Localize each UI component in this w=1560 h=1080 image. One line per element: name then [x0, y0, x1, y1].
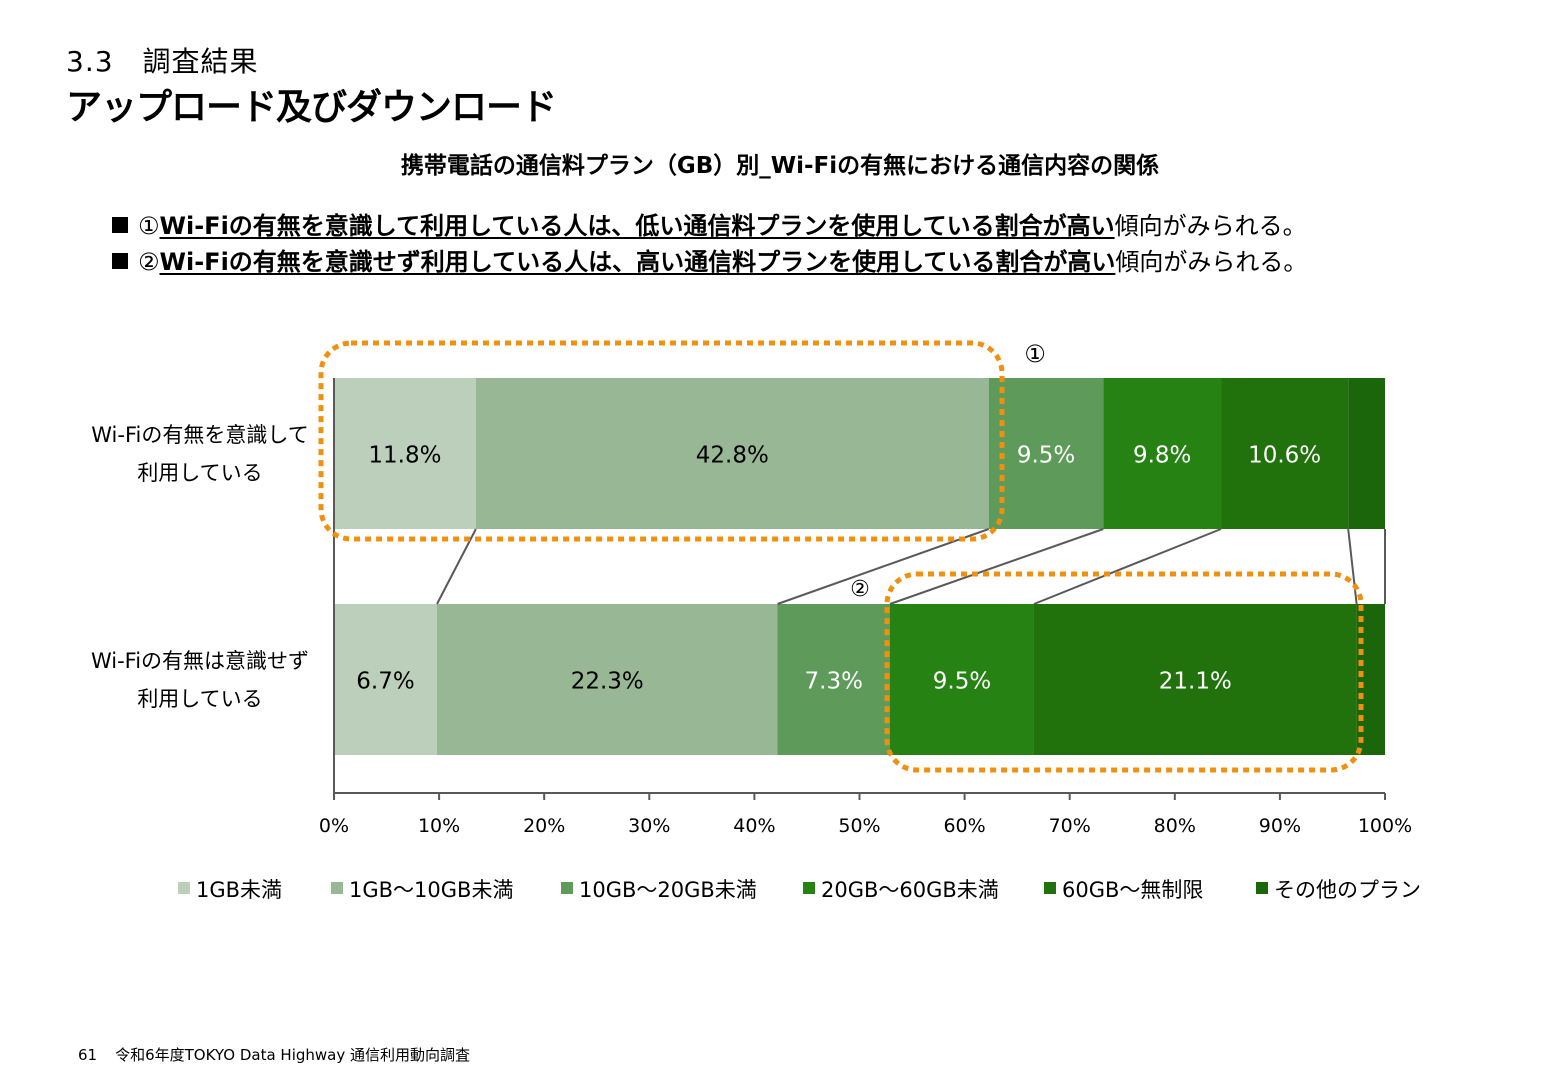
- legend-swatch: [1044, 882, 1056, 894]
- legend-label: 60GB～無制限: [1062, 878, 1203, 902]
- category-label: 利用している: [137, 461, 262, 485]
- legend-label: 1GB未満: [196, 878, 282, 902]
- bullet-item-1: ①Wi-Fiの有無を意識して利用している人は、低い通信料プランを使用している割合…: [112, 208, 1307, 244]
- data-label: 7.3%: [805, 669, 863, 695]
- category-label: Wi-Fiの有無を意識して: [91, 423, 308, 447]
- footer: 61 令和6年度TOKYO Data Highway 通信利用動向調査: [78, 1044, 470, 1065]
- bar-segment-2-5: [1033, 604, 1357, 755]
- bar-segment-1-2: [475, 378, 989, 529]
- data-label: 10.6%: [1248, 443, 1321, 469]
- legend-label: 20GB～60GB未満: [821, 878, 999, 902]
- connector-line: [1347, 528, 1358, 605]
- data-label: 42.8%: [696, 443, 769, 469]
- bar-segment-2-2: [436, 604, 778, 755]
- bullet-highlight: Wi-Fiの有無を意識して利用している人は、低い通信料プランを使用している割合が…: [159, 212, 1115, 240]
- data-label: 21.1%: [1159, 669, 1232, 695]
- bullet-number: ①: [138, 212, 160, 240]
- bullet-list: ①Wi-Fiの有無を意識して利用している人は、低い通信料プランを使用している割合…: [112, 208, 1307, 280]
- bar-segment-1-4: [1103, 378, 1222, 529]
- category-label: Wi-Fiの有無は意識せず: [91, 649, 309, 673]
- data-label: 9.5%: [1017, 443, 1075, 469]
- legend-swatch: [178, 882, 190, 894]
- data-label: 9.5%: [933, 669, 991, 695]
- highlight-box-1: [318, 340, 1005, 542]
- annotation-marker-2: ②: [850, 577, 870, 602]
- x-tick-label: 10%: [418, 815, 460, 837]
- bar-segment-1-5: [1221, 378, 1349, 529]
- bullet-item-2: ②Wi-Fiの有無を意識せず利用している人は、高い通信料プランを使用している割合…: [112, 244, 1307, 280]
- x-tick-label: 20%: [523, 815, 565, 837]
- section-number: 3.3 調査結果: [66, 45, 259, 78]
- category-label: 利用している: [137, 687, 262, 711]
- page-number: 61: [78, 1046, 98, 1064]
- bar-segment-2-4: [889, 604, 1034, 755]
- x-tick-label: 70%: [1049, 815, 1091, 837]
- legend-label: 10GB～20GB未満: [579, 878, 757, 902]
- bullet-highlight: Wi-Fiの有無を意識せず利用している人は、高い通信料プランを使用している割合が…: [159, 248, 1116, 276]
- square-bullet-icon: [112, 253, 128, 269]
- data-label: 9.8%: [1133, 443, 1191, 469]
- footer-source: 令和6年度TOKYO Data Highway 通信利用動向調査: [115, 1046, 470, 1064]
- bullet-tail: 傾向がみられる。: [1115, 248, 1308, 276]
- legend-label: その他のプラン: [1274, 878, 1421, 902]
- bar-segment-2-6: [1356, 604, 1385, 755]
- connector-line: [889, 528, 1104, 605]
- annotation-marker-1: ①: [1024, 340, 1046, 368]
- x-tick-label: 90%: [1259, 815, 1301, 837]
- data-label: 11.8%: [368, 443, 441, 469]
- chart-title: 携帯電話の通信料プラン（GB）別_Wi-Fiの有無における通信内容の関係: [400, 153, 1160, 179]
- bar-segment-1-6: [1348, 378, 1385, 529]
- bar-segment-2-3: [777, 604, 890, 755]
- data-label: 6.7%: [356, 669, 414, 695]
- highlight-box-2: [884, 571, 1364, 773]
- x-tick-label: 60%: [943, 815, 985, 837]
- legend-label: 1GB～10GB未満: [349, 878, 513, 902]
- x-tick-label: 0%: [319, 815, 349, 837]
- x-tick-label: 80%: [1154, 815, 1196, 837]
- legend-swatch: [803, 882, 815, 894]
- square-bullet-icon: [112, 217, 128, 233]
- connector-line: [1033, 528, 1222, 605]
- bar-segment-1-3: [988, 378, 1104, 529]
- x-tick-label: 40%: [733, 815, 775, 837]
- bullet-number: ②: [138, 248, 160, 276]
- x-tick-label: 50%: [838, 815, 880, 837]
- data-label: 22.3%: [571, 669, 644, 695]
- legend-swatch: [1256, 882, 1268, 894]
- x-tick-label: 100%: [1358, 815, 1412, 837]
- bullet-tail: 傾向がみられる。: [1114, 212, 1307, 240]
- x-tick-label: 30%: [628, 815, 670, 837]
- page-title: アップロード及びダウンロード: [66, 87, 557, 128]
- bar-segment-2-1: [334, 604, 437, 755]
- legend-swatch: [331, 882, 343, 894]
- legend-swatch: [561, 882, 573, 894]
- bar-segment-1-1: [334, 378, 476, 529]
